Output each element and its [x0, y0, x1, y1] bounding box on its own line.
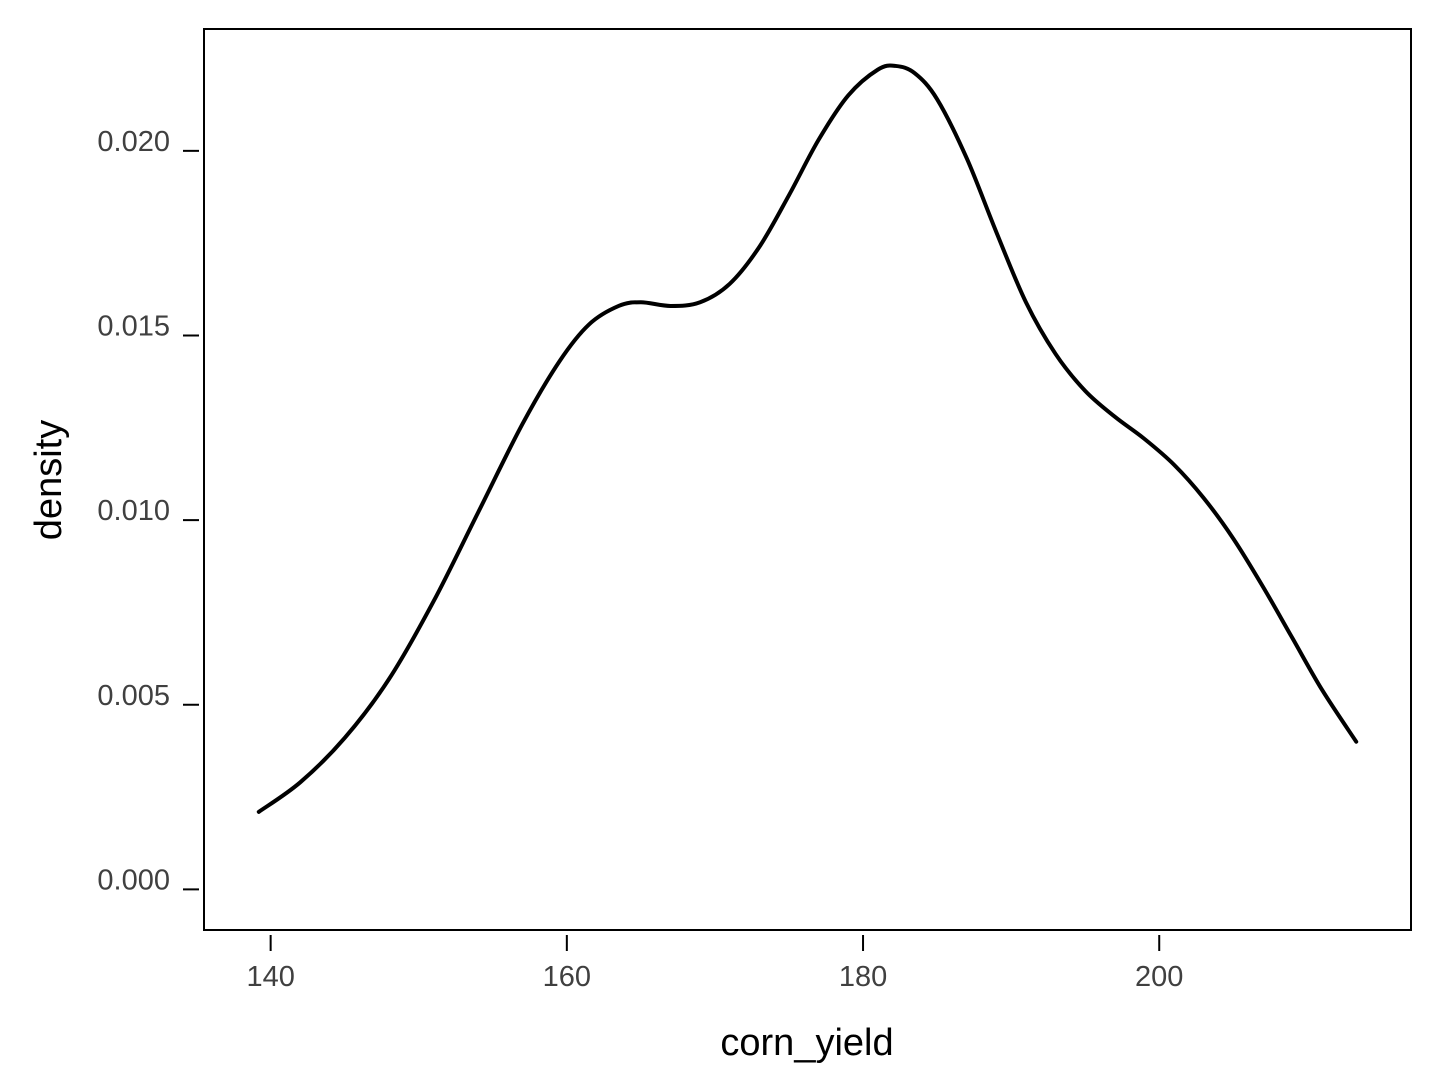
x-tick-label: 200 [1135, 961, 1183, 993]
y-axis: 0.000 0.005 0.010 0.015 0.020 [97, 126, 199, 896]
y-tick-label: 0.005 [97, 680, 170, 712]
density-line [256, 63, 1359, 814]
plot-frame [203, 28, 1412, 931]
x-axis-title: corn_yield [720, 1022, 893, 1064]
y-tick-label: 0.010 [97, 495, 170, 527]
x-tick-label: 160 [543, 961, 591, 993]
y-tick-label: 0.020 [97, 126, 170, 158]
x-tick-label: 180 [839, 961, 887, 993]
x-tick-label: 140 [246, 961, 294, 993]
y-axis-title: density [28, 420, 70, 540]
x-axis: 140 160 180 200 [246, 935, 1183, 993]
y-tick-label: 0.015 [97, 310, 170, 342]
y-tick-label: 0.000 [97, 864, 170, 896]
